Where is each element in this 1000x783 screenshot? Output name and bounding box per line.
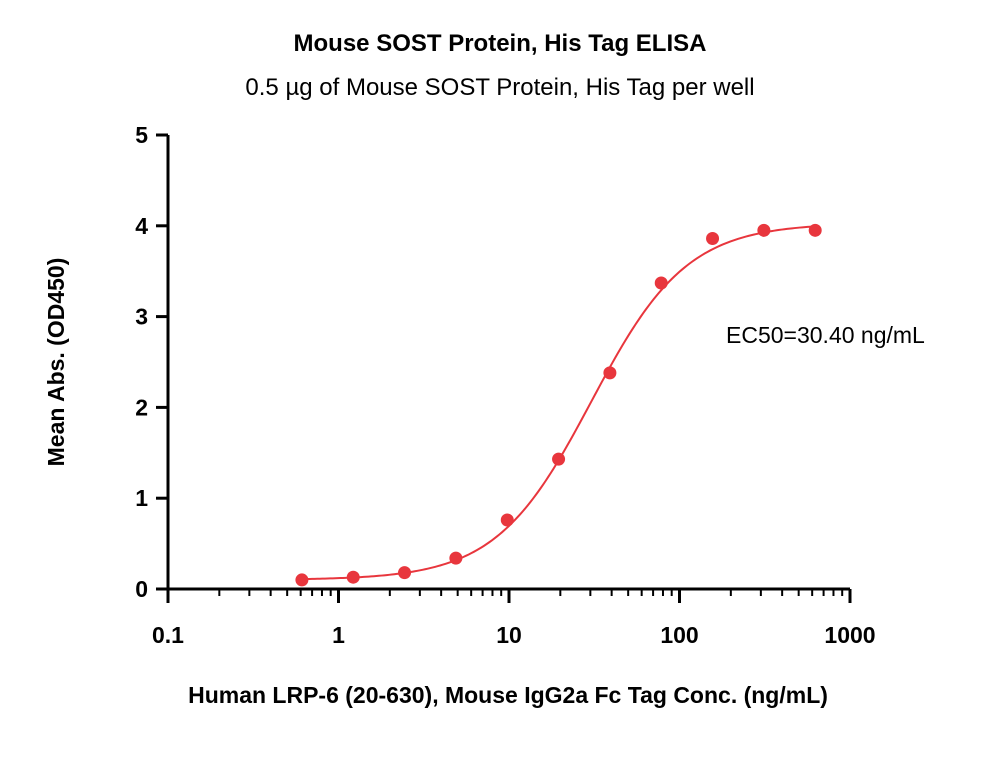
x-tick-label: 1000 <box>824 622 875 648</box>
data-point <box>449 551 463 565</box>
x-ticks: 0.1 1 10 100 1000 <box>152 589 876 648</box>
x-tick-label: 1 <box>332 622 345 648</box>
data-point <box>603 366 617 380</box>
data-point <box>500 513 514 527</box>
data-point <box>295 573 309 587</box>
y-tick-label: 5 <box>135 122 148 148</box>
data-point <box>706 232 720 246</box>
fit-curve <box>301 225 816 581</box>
x-tick-label: 10 <box>496 622 522 648</box>
y-axis-label: Mean Abs. (OD450) <box>43 258 69 467</box>
x-tick-label: 100 <box>660 622 698 648</box>
ec50-annotation: EC50=30.40 ng/mL <box>726 322 925 348</box>
data-point <box>757 223 771 237</box>
y-ticks: 0 1 2 3 4 5 <box>135 122 168 602</box>
data-point <box>346 570 360 584</box>
chart-title: Mouse SOST Protein, His Tag ELISA <box>293 30 707 57</box>
data-points <box>295 223 822 587</box>
y-tick-label: 4 <box>135 213 148 239</box>
y-tick-label: 3 <box>135 304 148 330</box>
data-point <box>552 452 566 466</box>
y-tick-label: 2 <box>135 394 148 420</box>
data-point <box>398 566 412 580</box>
data-point <box>654 276 668 290</box>
y-tick-label: 0 <box>135 576 148 602</box>
x-axis-label: Human LRP-6 (20-630), Mouse IgG2a Fc Tag… <box>188 682 828 708</box>
x-tick-label: 0.1 <box>152 622 184 648</box>
chart-subtitle: 0.5 µg of Mouse SOST Protein, His Tag pe… <box>245 74 755 101</box>
y-tick-label: 1 <box>135 485 148 511</box>
data-point <box>808 223 822 237</box>
